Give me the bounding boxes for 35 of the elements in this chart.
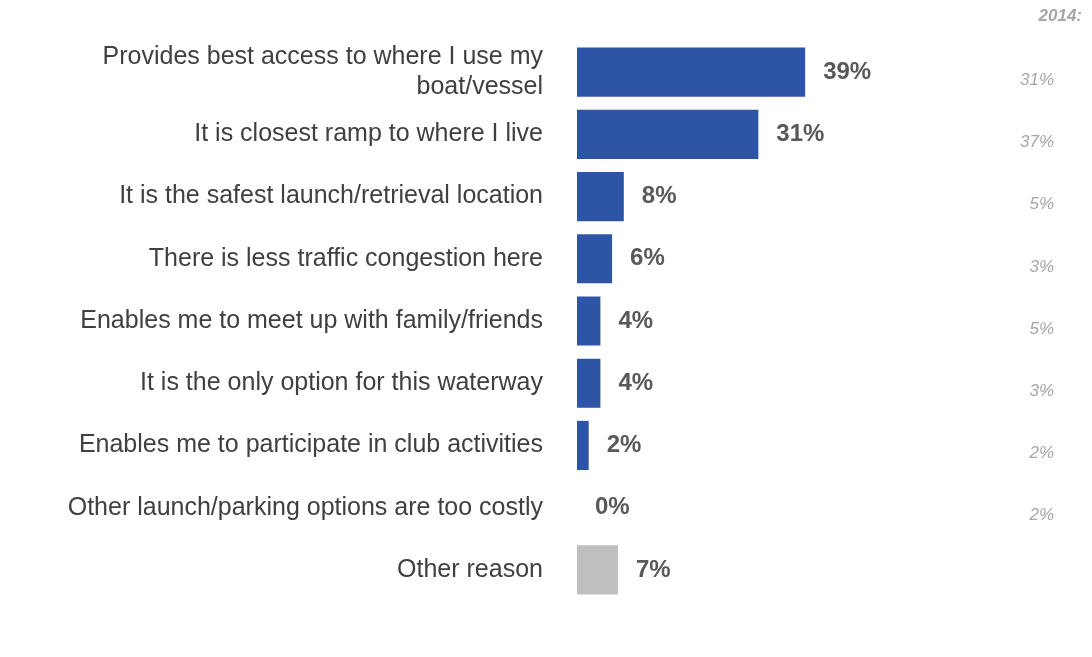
bar: [577, 296, 601, 346]
bar: [577, 358, 601, 408]
bar: [577, 545, 618, 595]
y-tick-label: It is closest ramp to where I live: [194, 118, 543, 147]
data-label: 4%: [618, 367, 654, 395]
text: 31%: [1019, 69, 1054, 89]
text: 2%: [1028, 443, 1054, 463]
bar: [577, 47, 806, 97]
y-tick-label: Other reason: [397, 553, 543, 582]
data-label: 0%: [595, 492, 630, 520]
y-tick-label: Provides best access to where I use my boat/vessel: [102, 41, 544, 99]
data-label: 4%: [618, 305, 654, 333]
text: 2014:: [1037, 5, 1082, 25]
bar: [577, 109, 759, 159]
y-tick-label: Enables me to participate in club activities: [78, 429, 543, 458]
y-tick-label: It is the safest launch/retrieval location: [119, 180, 543, 209]
bar: [577, 234, 613, 284]
data-label: 7%: [635, 554, 671, 582]
data-label: 31%: [776, 118, 825, 146]
text: 3%: [1029, 380, 1054, 400]
y-tick-label: Enables me to meet up with family/friends: [80, 304, 543, 333]
data-label: 2%: [606, 430, 642, 458]
text: 37%: [1019, 132, 1054, 152]
y-tick-label: It is the only option for this waterway: [140, 367, 544, 396]
text: 5%: [1029, 194, 1054, 214]
text: 3%: [1029, 256, 1054, 276]
y-tick-label: There is less traffic congestion here: [148, 242, 543, 271]
data-label: 39%: [823, 56, 872, 84]
text: 2%: [1028, 505, 1054, 525]
bar: [577, 171, 624, 222]
data-label: 6%: [630, 243, 665, 271]
y-tick-label: Other launch/parking options are too costly: [67, 491, 544, 520]
bar: [577, 420, 589, 471]
data-label: 8%: [641, 181, 677, 209]
text: 5%: [1029, 318, 1054, 338]
